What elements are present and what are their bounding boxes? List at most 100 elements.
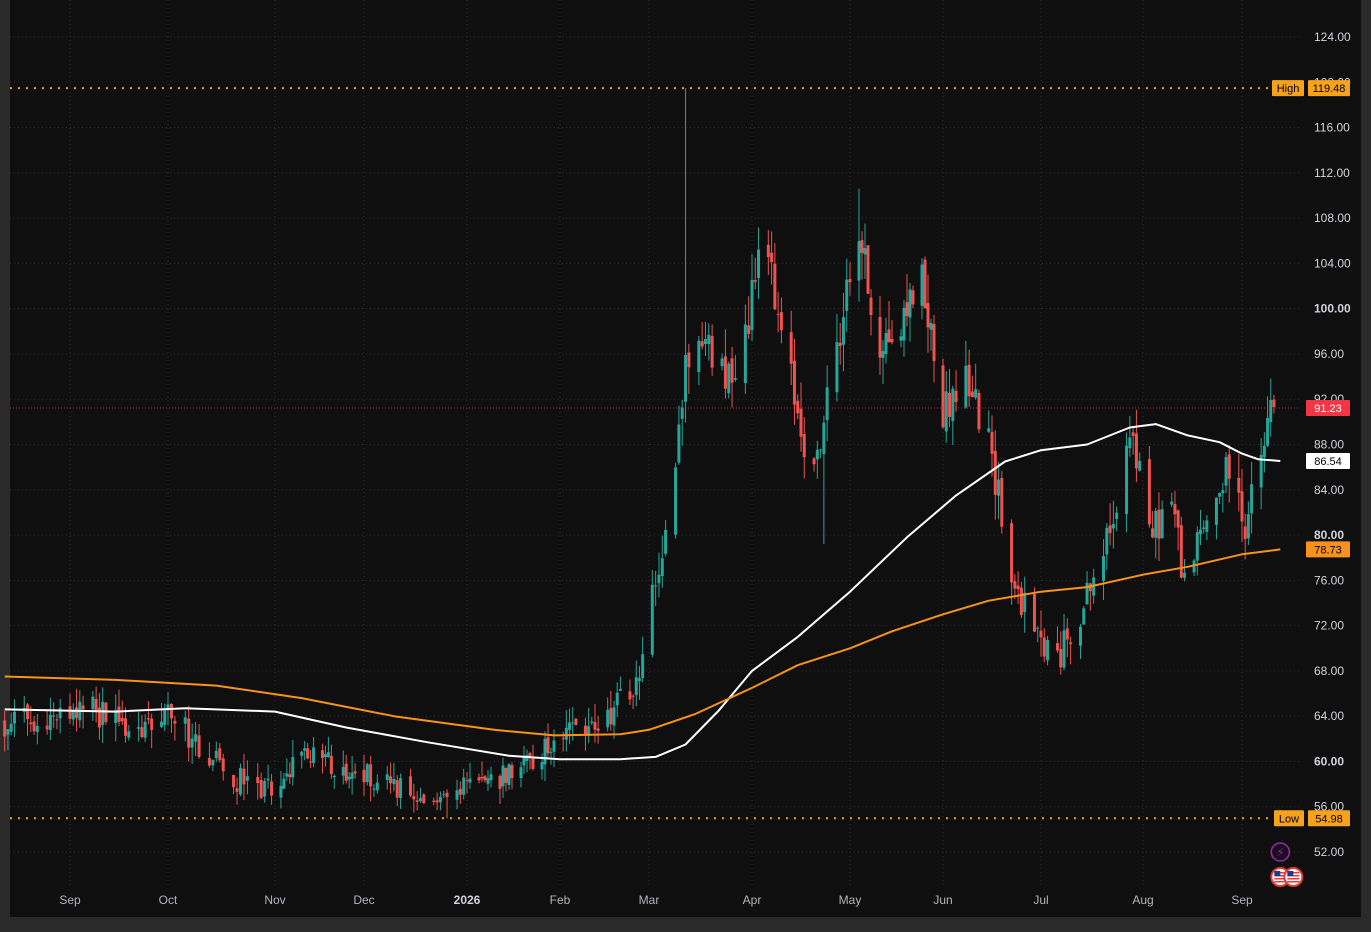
candle-body	[654, 585, 658, 587]
candle-body	[124, 718, 128, 736]
ma-tag-box	[1306, 541, 1350, 558]
candle	[445, 789, 449, 819]
candle-body	[1128, 437, 1132, 449]
candle-body	[628, 691, 632, 700]
candle	[1154, 507, 1158, 559]
flag-circle	[1283, 867, 1304, 887]
x-tick-label: 2026	[454, 893, 481, 907]
candle-body	[522, 757, 526, 766]
candle-body	[730, 358, 734, 383]
candle	[990, 415, 994, 477]
high-level: High 119.48	[10, 80, 1350, 97]
candle	[1042, 628, 1046, 663]
candle	[911, 285, 915, 309]
candle	[1138, 452, 1142, 472]
candle-body	[733, 378, 737, 380]
candle	[593, 704, 597, 743]
candle-body	[332, 775, 336, 778]
candle	[341, 750, 345, 785]
candle	[664, 520, 668, 557]
y-tick-label: 104.00	[1314, 256, 1351, 270]
x-tick-label: Sep	[1231, 893, 1253, 907]
candle	[634, 660, 638, 707]
candle-body	[211, 759, 215, 766]
candle	[1157, 492, 1161, 562]
candle-body	[1036, 627, 1040, 629]
candle	[703, 321, 707, 356]
candle	[1108, 503, 1112, 546]
candle-body	[890, 339, 894, 343]
candle-body	[723, 356, 727, 389]
candle-body	[815, 449, 819, 460]
x-tick-label: Sep	[59, 893, 81, 907]
candle	[1010, 519, 1014, 605]
candle-body	[796, 400, 800, 414]
candle	[477, 773, 481, 784]
candle	[197, 724, 201, 759]
candle-body	[235, 788, 239, 792]
candle	[45, 710, 49, 735]
candle	[1243, 513, 1247, 560]
candle	[802, 417, 806, 479]
candle-body	[435, 800, 439, 803]
candle	[442, 790, 446, 798]
y-tick-label: 84.00	[1314, 483, 1344, 497]
y-tick-label: 76.00	[1314, 573, 1344, 587]
candle-body	[863, 248, 867, 255]
candle	[1055, 626, 1059, 653]
candle	[773, 243, 777, 310]
candle	[574, 718, 578, 726]
candle	[501, 757, 505, 799]
candle-body	[323, 754, 327, 758]
candle	[1170, 492, 1174, 508]
candle-body	[819, 449, 823, 451]
candle-body	[710, 336, 714, 368]
candle	[970, 375, 974, 398]
candle-body	[964, 365, 968, 408]
candle-body	[606, 709, 610, 728]
candle-body	[1105, 527, 1109, 555]
candle-body	[166, 704, 170, 710]
candle-body	[1147, 459, 1151, 525]
last-price-value: 91.23	[1314, 403, 1342, 415]
candle	[993, 430, 997, 520]
candle-body	[1227, 454, 1231, 479]
candle-body	[263, 781, 267, 797]
candle-body	[902, 307, 906, 341]
candle	[150, 713, 154, 749]
candle-body	[857, 241, 861, 281]
candle	[587, 707, 591, 744]
candle-body	[1138, 460, 1142, 471]
candle	[899, 328, 903, 348]
candle-body	[1134, 433, 1138, 469]
candle	[838, 322, 842, 365]
candle	[101, 687, 105, 744]
candle	[590, 716, 594, 726]
candle	[866, 245, 870, 295]
candle	[887, 301, 891, 343]
candle	[332, 774, 336, 789]
candle-body	[549, 752, 553, 754]
candle-body	[71, 710, 75, 720]
candle-body	[6, 729, 10, 735]
candle	[878, 295, 882, 375]
candle	[91, 690, 95, 721]
candle	[618, 676, 622, 692]
x-tick-label: Jun	[933, 893, 952, 907]
candle-body	[1205, 520, 1209, 532]
candle	[1059, 631, 1063, 675]
candle-body	[146, 718, 150, 720]
candle	[489, 766, 493, 788]
y-tick-label: 64.00	[1314, 709, 1344, 723]
candle-body	[362, 769, 366, 783]
candle-body	[245, 776, 249, 781]
candle	[12, 699, 16, 737]
ma-tag-value: 86.54	[1314, 456, 1342, 468]
candle	[353, 763, 357, 779]
candle-body	[1111, 523, 1115, 529]
candle-body	[571, 722, 575, 724]
candle-body	[218, 748, 222, 761]
candle	[300, 750, 304, 769]
